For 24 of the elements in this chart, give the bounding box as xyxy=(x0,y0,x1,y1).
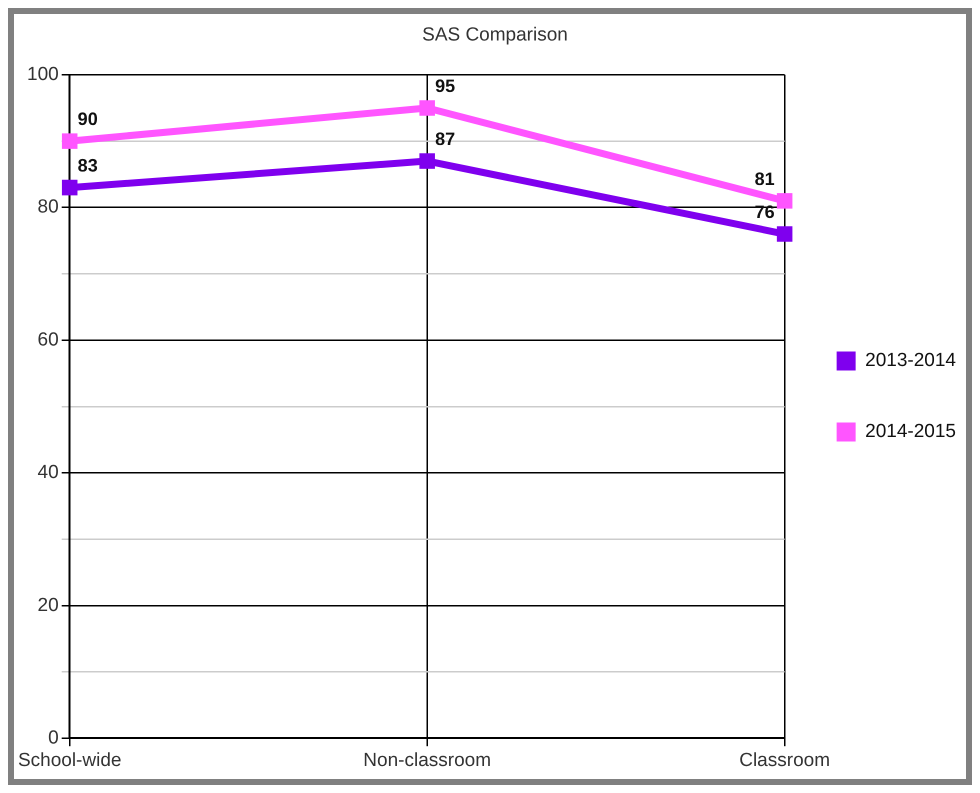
point xyxy=(419,100,435,116)
point xyxy=(776,193,792,209)
point xyxy=(419,153,435,169)
data-label: 95 xyxy=(435,76,456,96)
y-tick-label: 20 xyxy=(38,594,59,616)
legend-label: 2014-2015 xyxy=(865,421,956,442)
legend-label: 2013-2014 xyxy=(865,350,956,372)
y-tick-label: 80 xyxy=(38,196,59,218)
data-label: 87 xyxy=(435,129,456,150)
x-tick-label: Non-classroom xyxy=(363,750,492,771)
x-tick-label: School-wide xyxy=(18,750,122,771)
point xyxy=(62,133,78,149)
y-tick-label: 100 xyxy=(27,64,59,86)
chart-title: SAS Comparison xyxy=(422,24,568,46)
data-label: 90 xyxy=(78,109,98,130)
data-label: 81 xyxy=(754,168,775,189)
point xyxy=(776,226,792,242)
data-label: 83 xyxy=(78,156,98,176)
y-tick-label: 40 xyxy=(38,462,59,484)
y-tick-label: 60 xyxy=(38,329,59,350)
y-tick-label: 0 xyxy=(48,727,59,748)
point xyxy=(62,180,78,196)
data-label: 76 xyxy=(754,202,775,222)
x-tick-label: Classroom xyxy=(739,750,830,771)
